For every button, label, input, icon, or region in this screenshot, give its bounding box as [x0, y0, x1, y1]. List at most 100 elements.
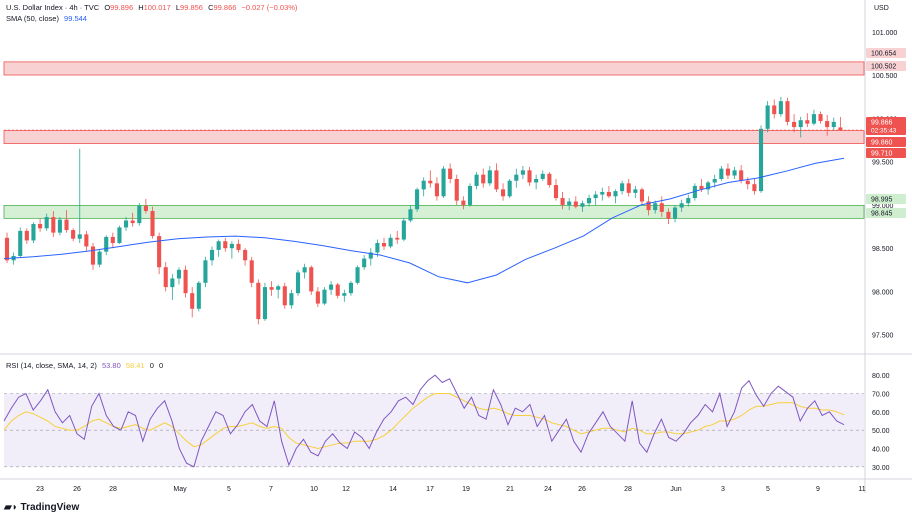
time-tick-label: 5 — [227, 486, 231, 493]
candle-body — [150, 211, 155, 237]
rsi-extra-1: 0 — [149, 361, 154, 370]
candle-body — [130, 220, 135, 224]
candle-body — [315, 291, 320, 304]
candle-body — [269, 287, 274, 290]
candle-body — [686, 198, 691, 204]
candle — [653, 200, 658, 214]
candle-body — [434, 183, 439, 197]
candle — [441, 166, 446, 199]
candle-body — [64, 219, 69, 231]
candle-body — [38, 223, 43, 229]
candle — [104, 235, 109, 256]
candle-body — [415, 189, 420, 210]
candle-body — [243, 249, 248, 261]
candle — [560, 191, 565, 210]
candle-body — [586, 198, 592, 204]
time-tick-label: 28 — [624, 486, 632, 493]
candle — [190, 287, 195, 318]
candle — [553, 179, 559, 201]
candle-body — [547, 173, 552, 186]
candle — [44, 213, 49, 231]
candle-body — [725, 168, 730, 176]
candle-body — [825, 121, 830, 128]
candle — [732, 166, 737, 179]
candle — [183, 265, 188, 298]
candle — [507, 179, 512, 199]
candle — [838, 116, 843, 131]
candle-body — [355, 267, 360, 283]
candle — [375, 239, 380, 257]
candle-body — [494, 170, 499, 190]
price-label-box — [866, 61, 906, 71]
candle — [223, 237, 228, 252]
rsi-tick-label: 60.00 — [872, 410, 890, 417]
candle-body — [527, 170, 532, 183]
rsi-legend[interactable]: RSI (14, close, SMA, 14, 2) 53.80 58.41 … — [6, 361, 166, 370]
sma-legend[interactable]: SMA (50, close) 99.544 — [6, 14, 90, 23]
candle-body — [745, 180, 750, 185]
candle — [461, 196, 466, 210]
candle — [514, 168, 519, 188]
candle-body — [51, 217, 56, 233]
price-label-text: 99.860 — [871, 140, 893, 147]
time-tick-label: 12 — [342, 486, 350, 493]
candle — [567, 198, 572, 211]
candle — [130, 212, 135, 227]
candle-body — [388, 237, 393, 247]
candle-body — [329, 284, 334, 290]
candle-body — [719, 168, 724, 179]
candle-body — [626, 183, 631, 193]
candle-body — [580, 203, 585, 207]
price-tick-label: 99.500 — [872, 160, 894, 167]
candle — [229, 241, 234, 259]
candle-body — [170, 278, 175, 288]
candle — [494, 163, 499, 192]
candle-body — [408, 209, 413, 221]
candle-body — [811, 114, 816, 124]
rsi-label: RSI (14, close, SMA, 14, 2) — [6, 361, 97, 370]
candle-body — [282, 286, 287, 306]
candle-body — [620, 183, 625, 192]
candle — [408, 204, 413, 223]
candle — [481, 168, 486, 188]
time-tick-label: 28 — [109, 486, 117, 493]
candle-body — [90, 246, 96, 265]
time-tick-label: 11 — [858, 486, 865, 493]
candle-body — [143, 205, 148, 212]
candle — [646, 196, 651, 216]
candle-body — [553, 185, 559, 199]
candle-body — [758, 128, 764, 192]
candle — [24, 228, 29, 244]
candle-body — [71, 230, 76, 239]
candle-body — [18, 230, 23, 256]
low-value: 99.856 — [180, 3, 203, 12]
candle — [719, 166, 724, 181]
time-tick-label: 23 — [36, 486, 44, 493]
candle-body — [646, 201, 651, 211]
candle — [672, 204, 678, 223]
candle-body — [362, 258, 367, 268]
candle — [401, 217, 406, 242]
candle — [97, 249, 102, 268]
candle — [269, 281, 274, 296]
candle-body — [176, 269, 182, 279]
candle-body — [249, 260, 254, 283]
price-label-box — [866, 117, 906, 135]
candle-body — [223, 241, 228, 249]
candle-body — [818, 114, 823, 122]
candle-body — [57, 219, 62, 233]
candle — [415, 187, 420, 212]
rsi-ma-line — [3, 393, 845, 450]
candle-body — [276, 286, 281, 290]
candle — [527, 166, 532, 186]
candle-body — [209, 249, 215, 261]
candle — [679, 199, 684, 212]
price-label-zone: 99.710 — [866, 148, 906, 158]
candle-body — [441, 168, 446, 197]
candle — [593, 191, 598, 205]
candle-body — [765, 105, 770, 129]
time-tick-label: 17 — [426, 486, 434, 493]
high-value: 100.017 — [143, 3, 171, 12]
